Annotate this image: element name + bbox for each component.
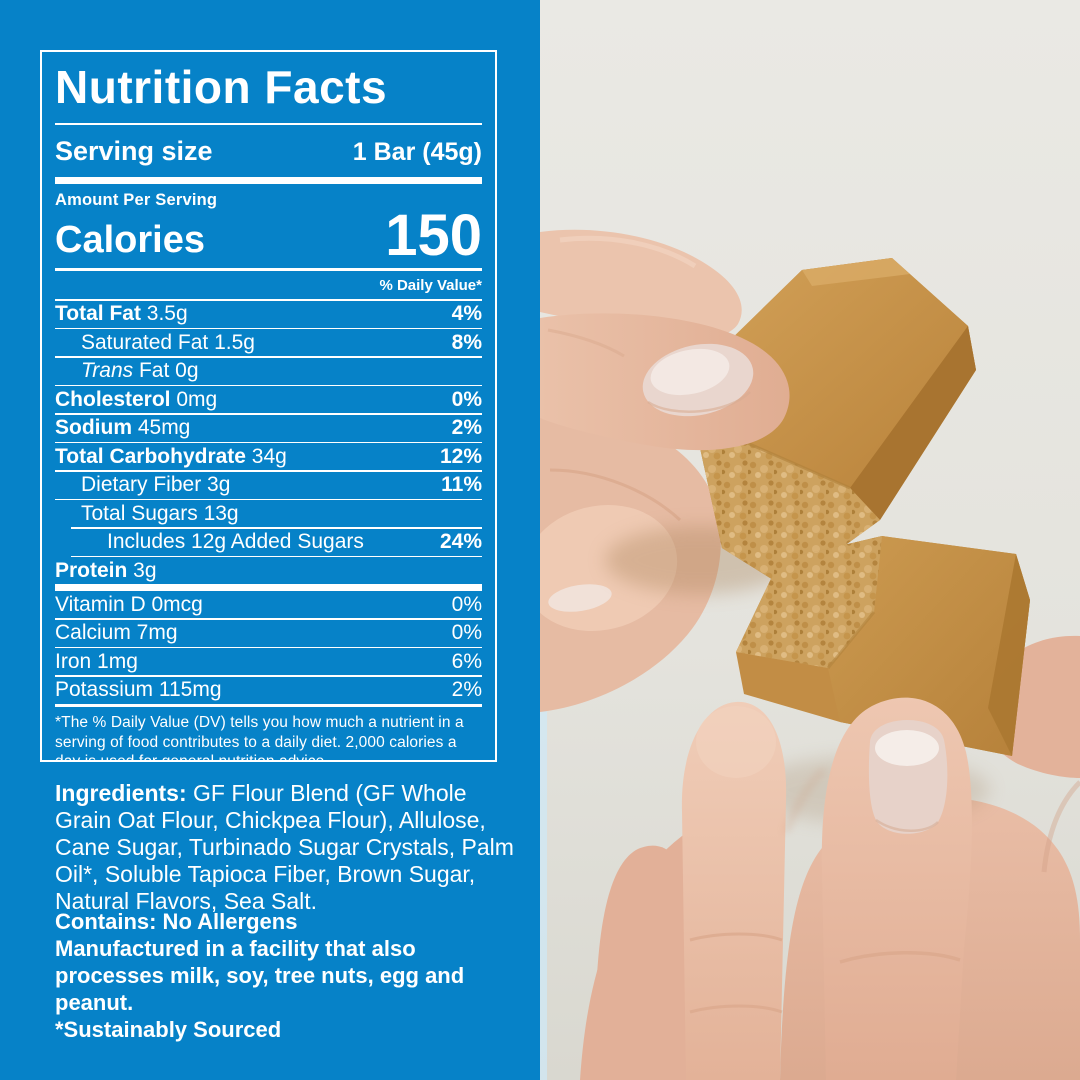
- contains-line: Manufactured in a facility that also: [55, 936, 416, 961]
- divider: [55, 703, 482, 707]
- calories-row: Calories 150: [55, 202, 482, 268]
- divider: [55, 356, 482, 358]
- daily-value-footnote: *The % Daily Value (DV) tells you how mu…: [55, 714, 464, 762]
- calories-label: Calories: [55, 218, 205, 261]
- contains-line: *Sustainably Sourced: [55, 1017, 282, 1042]
- row-cholesterol: Cholesterol 0mg 0%: [55, 387, 482, 411]
- nutrition-facts-label: Nutrition Facts Serving size 1 Bar (45g)…: [40, 50, 497, 762]
- contains-line: Contains: No Allergens: [55, 909, 298, 934]
- row-added-sugars: Includes 12g Added Sugars 24%: [107, 530, 482, 553]
- row-potassium: Potassium 115mg 2%: [55, 678, 482, 701]
- divider: [55, 123, 482, 125]
- product-photo: [540, 0, 1080, 1080]
- divider: [55, 384, 482, 386]
- contains-line: processes milk, soy, tree nuts, egg and: [55, 963, 465, 988]
- lower-hand: [580, 697, 1080, 1080]
- amount-per-serving: Amount Per Serving: [55, 190, 218, 209]
- divider: [55, 299, 482, 301]
- divider: [55, 646, 482, 648]
- divider: [55, 267, 482, 271]
- row-saturated-fat: Saturated Fat 1.5g 8%: [81, 330, 482, 354]
- divider: [55, 584, 482, 591]
- label-title: Nutrition Facts: [55, 61, 388, 113]
- bar-piece-bottom: [736, 536, 1030, 756]
- divider: [55, 618, 482, 620]
- divider: [55, 498, 482, 500]
- daily-value-header: % Daily Value*: [379, 277, 482, 294]
- row-calcium: Calcium 7mg 0%: [55, 621, 482, 644]
- row-protein: Protein 3g: [55, 558, 157, 582]
- divider: [71, 555, 482, 557]
- divider: [55, 176, 482, 184]
- blue-panel: Nutrition Facts Serving size 1 Bar (45g)…: [0, 0, 540, 1080]
- row-total-sugars: Total Sugars 13g: [81, 501, 239, 525]
- row-vitamin-d: Vitamin D 0mcg 0%: [55, 592, 482, 616]
- ingredients-lead: Ingredients:: [55, 780, 187, 806]
- ingredients-text: Ingredients: GF Flour Blend (GF Whole Gr…: [55, 780, 514, 914]
- contains-line: peanut.: [55, 990, 134, 1015]
- upper-thumb: [540, 313, 790, 451]
- divider: [55, 413, 482, 415]
- serving-size-value: 1 Bar (45g): [352, 137, 482, 166]
- allergen-statement: Contains: No Allergens Manufactured in a…: [55, 908, 505, 1043]
- calories-value: 150: [385, 202, 482, 268]
- divider: [55, 470, 482, 472]
- row-iron: Iron 1mg 6%: [55, 649, 482, 673]
- divider: [55, 675, 482, 677]
- row-total-carbohydrate: Total Carbohydrate 34g 12%: [55, 444, 482, 468]
- row-dietary-fiber: Dietary Fiber 3g 11%: [81, 473, 482, 496]
- serving-size-label: Serving size: [55, 135, 213, 166]
- serving-size-row: Serving size 1 Bar (45g): [55, 125, 482, 177]
- row-trans-fat: Trans Fat 0g: [81, 359, 199, 382]
- divider: [55, 327, 482, 329]
- divider: [55, 441, 482, 443]
- row-sodium: Sodium 45mg 2%: [55, 416, 482, 439]
- bar-break-photo: [540, 0, 1080, 1080]
- divider: [71, 527, 482, 529]
- row-total-fat: Total Fat 3.5g 4%: [55, 302, 482, 325]
